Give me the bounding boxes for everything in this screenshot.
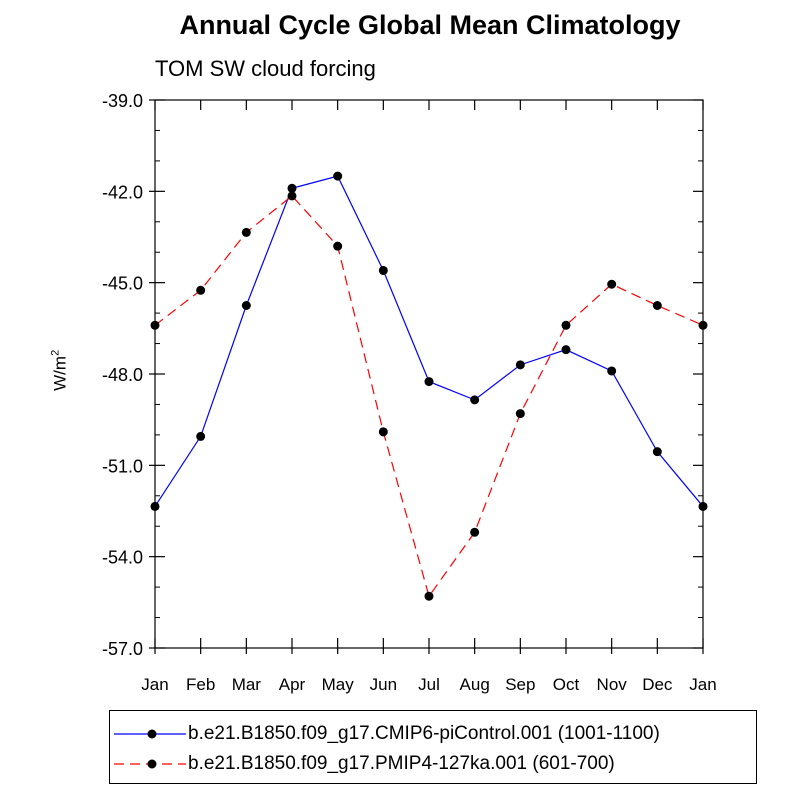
- legend-marker-series-1: [114, 729, 186, 739]
- legend-item-series-2: b.e21.B1850.f09_g17.PMIP4-127ka.001 (601…: [110, 749, 756, 779]
- plot-frame: [154, 99, 704, 649]
- x-tick-label: May: [322, 675, 355, 694]
- y-tick-label: -54.0: [102, 548, 143, 568]
- data-point-series-1: [378, 265, 388, 275]
- x-tick-label: Jan: [141, 675, 168, 694]
- y-tick-label: -57.0: [102, 639, 143, 659]
- y-tick-label: -42.0: [102, 182, 143, 202]
- series-line-1: [154, 175, 704, 507]
- data-point-series-2: [607, 279, 617, 289]
- series-line-2: [154, 195, 704, 598]
- x-tick-label: Jul: [418, 675, 440, 694]
- data-point-series-2: [652, 301, 662, 310]
- x-tick-label: Jan: [689, 675, 716, 694]
- x-tick-label: Sep: [505, 675, 535, 694]
- data-point-series-2: [515, 409, 525, 419]
- x-tick-label: Aug: [460, 675, 490, 694]
- data-point-series-1: [652, 447, 662, 457]
- legend-label-series-2: b.e21.B1850.f09_g17.PMIP4-127ka.001 (601…: [188, 753, 615, 774]
- data-point-series-1: [287, 183, 297, 193]
- legend-item-series-1: b.e21.B1850.f09_g17.CMIP6-piControl.001 …: [110, 719, 756, 749]
- y-tick-label: -45.0: [102, 274, 143, 294]
- data-point-series-1: [470, 395, 480, 405]
- x-tick-label: Feb: [186, 675, 215, 694]
- chart-subtitle: TOM SW cloud forcing: [155, 56, 376, 81]
- x-tick-label: Mar: [232, 675, 262, 694]
- legend: b.e21.B1850.f09_g17.CMIP6-piControl.001 …: [109, 710, 757, 784]
- x-tick-label: Apr: [279, 675, 306, 694]
- data-point-series-2: [241, 227, 251, 237]
- data-point-series-2: [287, 191, 297, 201]
- data-point-series-1: [424, 377, 434, 387]
- chart-title: Annual Cycle Global Mean Climatology: [179, 10, 681, 40]
- data-point-series-2: [196, 285, 206, 295]
- data-point-series-2: [424, 591, 434, 601]
- data-point-series-2: [333, 241, 343, 251]
- y-tick-label: -39.0: [102, 91, 143, 111]
- x-tick-label: Oct: [553, 675, 580, 694]
- data-point-series-2: [561, 320, 571, 330]
- data-point-series-2: [378, 427, 388, 437]
- x-tick-label: Jun: [370, 675, 397, 694]
- y-tick-label: -51.0: [102, 456, 143, 476]
- data-point-series-1: [607, 366, 617, 376]
- data-point-series-1: [515, 360, 525, 370]
- data-point-series-1: [241, 301, 251, 310]
- x-tick-label: Dec: [642, 675, 673, 694]
- legend-label-series-1: b.e21.B1850.f09_g17.CMIP6-piControl.001 …: [188, 723, 660, 744]
- data-point-series-1: [561, 345, 571, 355]
- x-tick-label: Nov: [597, 675, 628, 694]
- legend-marker-series-2: [114, 759, 186, 769]
- y-tick-label: -48.0: [102, 365, 143, 385]
- data-point-series-1: [333, 171, 343, 181]
- series-layer: [150, 171, 708, 601]
- data-point-series-2: [470, 527, 480, 537]
- data-point-series-1: [196, 431, 206, 441]
